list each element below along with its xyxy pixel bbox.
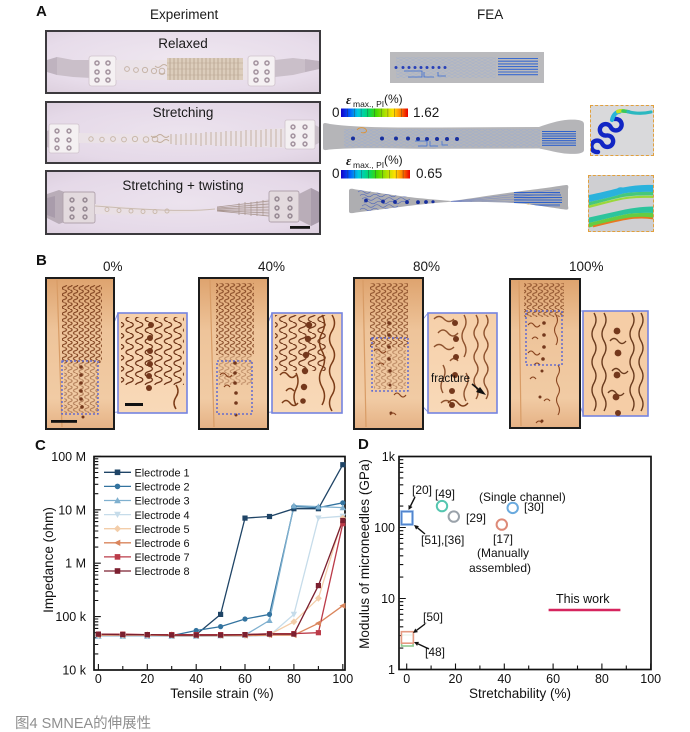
svg-text:(Manually: (Manually: [477, 546, 529, 560]
svg-text:0: 0: [403, 672, 410, 686]
svg-text:Electrode 7: Electrode 7: [135, 552, 190, 564]
svg-text:(%): (%): [384, 92, 403, 106]
svg-text:Impedance (ohm): Impedance (ohm): [41, 507, 56, 613]
svg-text:Tensile strain (%): Tensile strain (%): [170, 686, 274, 701]
svg-text:0.65: 0.65: [416, 166, 442, 181]
svg-text:80: 80: [595, 672, 609, 686]
svg-text:ε: ε: [346, 153, 352, 168]
svg-text:Electrode 4: Electrode 4: [135, 510, 190, 522]
svg-text:Electrode 2: Electrode 2: [135, 482, 190, 494]
svg-text:Stretchability (%): Stretchability (%): [469, 686, 571, 701]
svg-text:max., PI: max., PI: [353, 99, 384, 109]
svg-text:[50]: [50]: [423, 610, 443, 624]
svg-text:100: 100: [374, 521, 395, 535]
svg-text:Modulus of microneedles (GPa): Modulus of microneedles (GPa): [357, 459, 372, 649]
svg-text:This work: This work: [556, 592, 610, 606]
svg-text:Electrode 8: Electrode 8: [135, 566, 190, 578]
svg-text:1 M: 1 M: [65, 557, 86, 571]
svg-text:[30]: [30]: [524, 500, 544, 514]
svg-text:[51],[36]: [51],[36]: [421, 533, 464, 547]
svg-text:Electrode 5: Electrode 5: [135, 524, 190, 536]
svg-text:[20]: [20]: [412, 483, 432, 497]
svg-text:10 k: 10 k: [62, 664, 86, 678]
svg-text:100: 100: [640, 672, 661, 686]
svg-text:0: 0: [332, 166, 340, 181]
svg-text:[49]: [49]: [435, 487, 455, 501]
svg-text:[17]: [17]: [493, 532, 513, 546]
svg-text:60: 60: [546, 672, 560, 686]
svg-text:80: 80: [287, 672, 301, 686]
svg-text:100 k: 100 k: [55, 610, 86, 624]
svg-text:40: 40: [189, 672, 203, 686]
svg-text:0: 0: [332, 105, 340, 120]
svg-text:100: 100: [332, 672, 353, 686]
svg-text:Electrode 1: Electrode 1: [135, 468, 190, 480]
svg-text:100 M: 100 M: [51, 450, 86, 464]
svg-text:ε: ε: [346, 92, 352, 107]
svg-text:40: 40: [497, 672, 511, 686]
svg-text:20: 20: [449, 672, 463, 686]
svg-text:Electrode 6: Electrode 6: [135, 538, 190, 550]
svg-text:1k: 1k: [382, 450, 396, 464]
svg-text:20: 20: [140, 672, 154, 686]
svg-text:(Single channel): (Single channel): [479, 490, 566, 504]
svg-text:(%): (%): [384, 153, 403, 167]
svg-text:10 M: 10 M: [58, 503, 86, 517]
svg-text:assembled): assembled): [469, 561, 531, 575]
svg-text:[29]: [29]: [466, 511, 486, 525]
svg-text:max., PI: max., PI: [353, 160, 384, 170]
svg-text:Electrode 3: Electrode 3: [135, 496, 190, 508]
svg-text:60: 60: [238, 672, 252, 686]
svg-text:0: 0: [95, 672, 102, 686]
svg-text:[48]: [48]: [425, 645, 445, 659]
svg-text:10: 10: [381, 592, 395, 606]
svg-text:fracture: fracture: [431, 373, 470, 385]
svg-text:1.62: 1.62: [413, 105, 439, 120]
svg-text:1: 1: [388, 663, 395, 677]
